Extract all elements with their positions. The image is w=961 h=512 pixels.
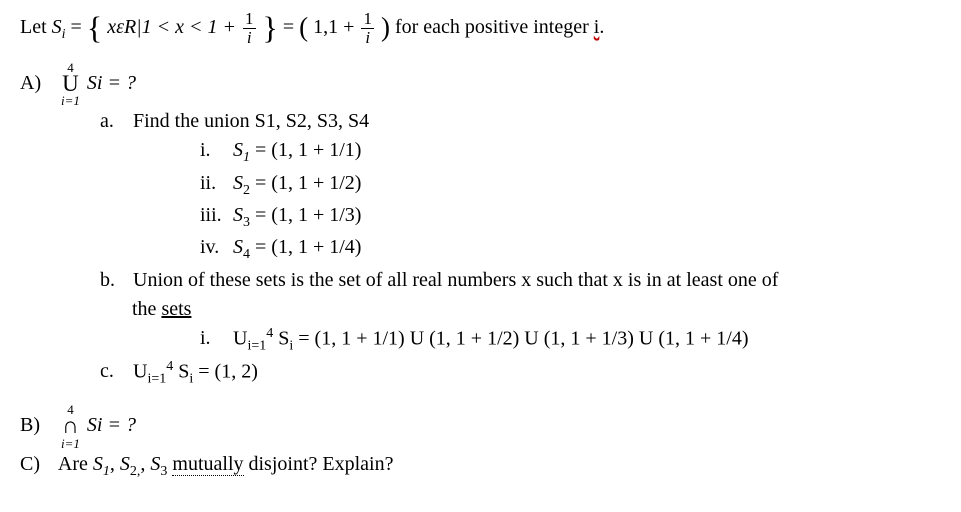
step-c: c. Ui=14 Si = (1, 2) [100,357,941,390]
let-text: Let [20,16,52,38]
step-iii-sub: 3 [243,215,250,230]
step-c-mid: S [178,360,189,382]
c-s2-sub: 2, [130,464,141,479]
step-ii-rest: = (1, 1 + 1/2) [250,172,361,194]
step-b-i-op: U [233,327,247,349]
step-b-line1: b. Union of these sets is the set of all… [100,266,941,295]
question-a: A) 4 U i=1 Si = ? [20,61,941,108]
step-b-i-rest: = (1, 1 + 1/1) U (1, 1 + 1/2) U (1, 1 + … [298,327,748,349]
step-iv-sub: 4 [243,247,250,262]
tail-text: for each positive integer [395,16,594,38]
step-b-i-midsub: i [289,338,293,353]
question-b: B) 4 ∩ i=1 Si = ? [20,403,941,450]
step-iv-sym: S [233,236,243,258]
si-sub: i [62,27,66,42]
step-c-rest: = (1, 2) [198,360,258,382]
eq-1: = [71,16,87,38]
step-b-text1: Union of these sets is the set of all re… [133,269,778,291]
step-c-sup: 4 [166,359,173,374]
step-iv: iv. S4 = (1, 1 + 1/4) [200,233,941,265]
fraction-2: 1 i [361,10,374,47]
fraction-2-den: i [361,29,374,47]
step-a: a. Find the union S1, S2, S3, S4 [100,107,941,136]
c-comma2: , [140,453,150,475]
big-union: 4 U i=1 [61,61,80,108]
step-iv-rest: = (1, 1 + 1/4) [250,236,361,258]
b-label: B) [20,411,54,440]
spacer [20,47,941,61]
si-symbol: S [52,16,62,38]
big-union-op: U [61,74,80,95]
step-b-i-mid: S [278,327,289,349]
tuple-body-a: 1,1 + [313,16,359,38]
step-b-label: b. [100,266,128,295]
tail-period: . [599,16,604,38]
right-paren: ) [381,12,390,42]
step-i-label: i. [200,136,228,165]
b-rest: Si = ? [87,414,136,436]
step-iv-label: iv. [200,233,228,262]
big-inter-op: ∩ [61,416,80,437]
fraction-2-num: 1 [361,10,374,29]
step-b-i-label: i. [200,324,228,353]
step-ii: ii. S2 = (1, 1 + 1/2) [200,169,941,201]
step-b-line2: the sets [132,295,941,324]
step-iii-label: iii. [200,201,228,230]
step-iii-rest: = (1, 1 + 1/3) [250,204,361,226]
right-brace: } [263,10,278,46]
step-c-op: U [133,360,147,382]
step-i-sym: S [233,139,243,161]
fraction-1: 1 i [243,10,256,47]
c-s1-sub: 1 [103,464,110,479]
c-rest: disjoint? Explain? [244,453,394,475]
big-intersection: 4 ∩ i=1 [61,403,80,450]
step-b-i: i. Ui=14 Si = (1, 1 + 1/1) U (1, 1 + 1/2… [200,324,941,357]
step-b-text2a: the [132,298,161,320]
eq-2: = [283,16,299,38]
c-mutually: mutually [172,453,243,476]
c-label: C) [20,450,54,479]
step-i-rest: = (1, 1 + 1/1) [250,139,361,161]
step-a-label: a. [100,107,128,136]
c-s2: S [120,453,130,475]
c-s3: S [150,453,160,475]
step-c-label: c. [100,357,128,386]
step-i: i. S1 = (1, 1 + 1/1) [200,136,941,168]
left-paren: ( [299,12,308,42]
step-c-midsub: i [189,371,193,386]
big-inter-lower: i=1 [61,437,80,450]
fraction-1-num: 1 [243,10,256,29]
step-ii-sym: S [233,172,243,194]
a-label: A) [20,69,54,98]
step-iii-sym: S [233,204,243,226]
problem-statement: Let Si = { xεR|1 < x < 1 + 1 i } = ( 1,1… [20,10,941,47]
set-builder-body-a: xεR|1 < x < 1 + [107,16,241,38]
c-comma1: , [110,453,120,475]
big-union-lower: i=1 [61,94,80,107]
step-c-sub: i=1 [147,371,166,386]
step-i-sub: 1 [243,150,250,165]
spacer-2 [20,389,941,403]
step-b-text2b: sets [161,298,191,320]
step-b-i-sup: 4 [266,326,273,341]
step-b-i-sub: i=1 [247,338,266,353]
step-ii-label: ii. [200,169,228,198]
step-a-text: Find the union S1, S2, S3, S4 [133,110,369,132]
step-ii-sub: 2 [243,183,250,198]
left-brace: { [87,10,102,46]
a-rest: Si = ? [87,72,136,94]
fraction-1-den: i [243,29,256,47]
c-text-a: Are [58,453,93,475]
question-c: C) Are S1, S2,, S3 mutually disjoint? Ex… [20,450,941,482]
step-iii: iii. S3 = (1, 1 + 1/3) [200,201,941,233]
c-s1: S [93,453,103,475]
